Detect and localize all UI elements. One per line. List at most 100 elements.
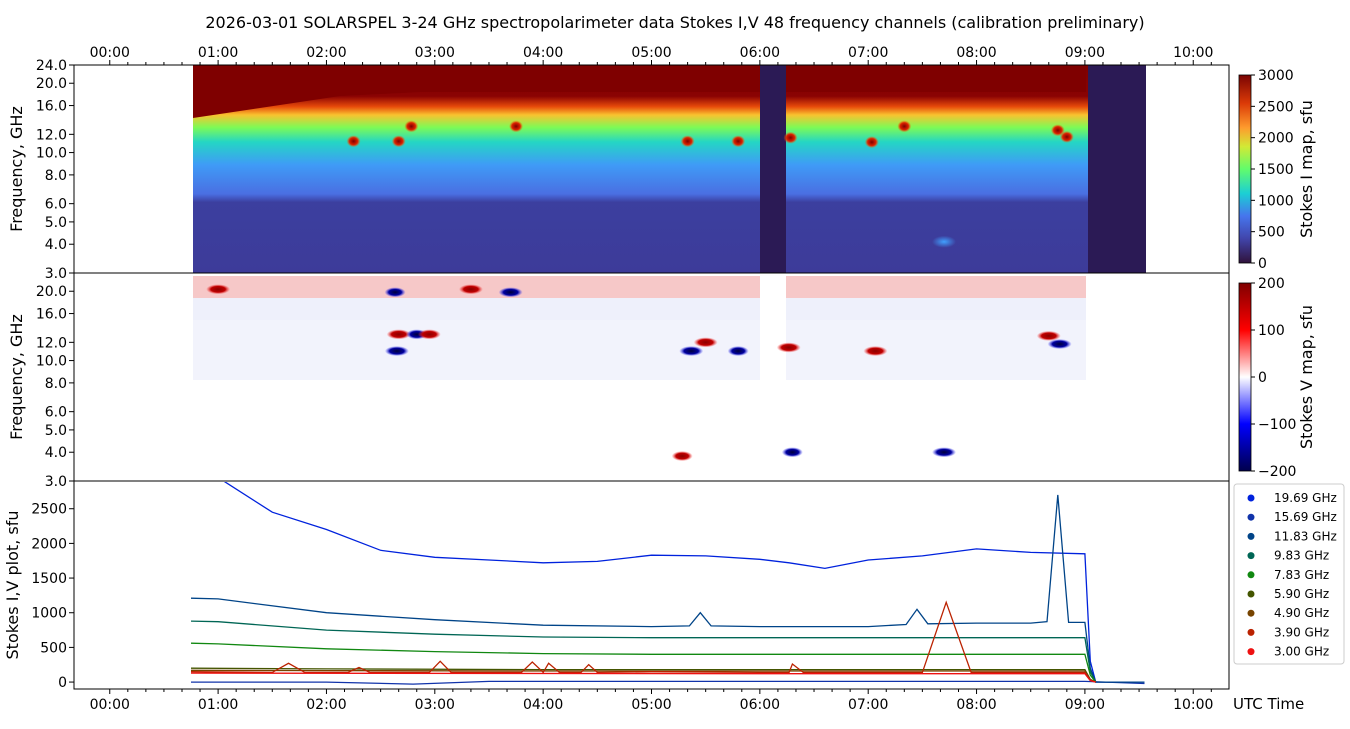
y-tick-label: 2000 xyxy=(31,536,67,552)
stokes-i-colorbar-label: Stokes I map, sfu xyxy=(1297,100,1316,238)
x-tick-label-top: 00:00 xyxy=(90,45,130,61)
y-tick-label: 4.0 xyxy=(45,237,67,253)
x-tick-label-bottom: 02:00 xyxy=(306,697,346,713)
stokes-v-spectrum-low xyxy=(193,320,1086,380)
stokes-v-burst xyxy=(417,329,441,340)
y-tick-label: 4.0 xyxy=(45,445,67,461)
legend-label: 5.90 GHz xyxy=(1274,587,1329,601)
stokes-i-burst xyxy=(346,135,361,148)
y-tick-label: 6.0 xyxy=(45,197,67,213)
colorbar-tick-label: 0 xyxy=(1258,370,1267,386)
x-tick-label-top: 01:00 xyxy=(198,45,238,61)
colorbar-tick-label: 100 xyxy=(1258,323,1285,339)
stokes-i-burst xyxy=(404,120,419,133)
stokes-v-spectrum-top xyxy=(193,276,1086,298)
stokes-i-colorbar: 0 500 1000 1500 2000 2500 3000 Stokes I map, s… xyxy=(1238,68,1316,272)
colorbar-tick-label: −100 xyxy=(1258,417,1296,433)
x-tick-label-bottom: 01:00 xyxy=(198,697,238,713)
x-tick-label-bottom: 00:00 xyxy=(90,697,130,713)
stokes-v-burst xyxy=(1047,339,1072,350)
x-tick-label-top: 02:00 xyxy=(306,45,346,61)
colorbar-tick-label: −200 xyxy=(1258,464,1296,480)
y-tick-label: 12.0 xyxy=(36,127,67,143)
stokes-v-burst xyxy=(693,337,718,348)
y-tick-label: 3.0 xyxy=(45,474,67,490)
legend-marker xyxy=(1247,609,1255,617)
stokes-v-burst xyxy=(671,451,693,462)
legend-label: 3.90 GHz xyxy=(1274,625,1329,639)
legend-marker xyxy=(1247,552,1255,560)
y-tick-label: 1500 xyxy=(31,571,67,587)
y-tick-label: 24.0 xyxy=(36,58,67,74)
colorbar-tick-label: 1000 xyxy=(1258,193,1294,209)
stokes-v-spectrum-mid xyxy=(193,298,1086,320)
y-tick-label: 16.0 xyxy=(36,99,67,115)
legend-label: 15.69 GHz xyxy=(1274,510,1337,524)
x-tick-label-top: 10:00 xyxy=(1173,45,1213,61)
stokes-i-panel: 3.0 4.0 5.0 6.0 8.0 10.0 12.0 16.0 20.0 24.0 Freq… xyxy=(7,58,1230,282)
stokes-v-colorbar-label: Stokes V map, sfu xyxy=(1297,305,1316,449)
colorbar-tick-label: 500 xyxy=(1258,225,1285,241)
x-tick-label-bottom: 06:00 xyxy=(740,697,780,713)
legend-marker xyxy=(1247,494,1255,502)
colorbar-tick-label: 0 xyxy=(1258,256,1267,272)
x-tick-label-top: 09:00 xyxy=(1065,45,1105,61)
stokes-i-spectrum xyxy=(193,65,1146,273)
legend-frame xyxy=(1233,483,1345,665)
y-tick-label: 10.0 xyxy=(36,354,67,370)
y-tick-label: 8.0 xyxy=(45,376,67,392)
stokes-v-burst xyxy=(458,284,483,295)
stokes-v-burst xyxy=(932,447,957,458)
legend-label: 19.69 GHz xyxy=(1274,491,1337,505)
legend-label: 11.83 GHz xyxy=(1274,529,1337,543)
stokes-i-band-edge xyxy=(193,65,1086,118)
legend-marker xyxy=(1247,628,1255,636)
legend-label: 7.83 GHz xyxy=(1274,568,1329,582)
stokes-v-burst xyxy=(727,346,749,357)
y-tick-label: 8.0 xyxy=(45,168,67,184)
x-tick-label-bottom: 10:00 xyxy=(1173,697,1213,713)
stokes-i-burst xyxy=(509,120,524,133)
stokes-v-colorbar: 200 100 0 −100 −200 Stokes V map, sfu xyxy=(1238,276,1316,480)
series-line xyxy=(191,680,1145,685)
legend-marker xyxy=(1247,513,1255,521)
colorbar-tick-label: 3000 xyxy=(1258,68,1294,84)
legend-marker xyxy=(1247,571,1255,579)
stokes-v-burst xyxy=(384,346,409,357)
stokes-i-after xyxy=(1088,65,1146,273)
stokes-v-burst xyxy=(1036,330,1061,341)
y-tick-label: 500 xyxy=(40,640,67,656)
stokes-v-burst xyxy=(781,447,803,458)
y-tick-label: 5.0 xyxy=(45,423,67,439)
stokes-i-colorbar-bar xyxy=(1238,74,1252,264)
stokes-i-burst xyxy=(783,131,798,144)
series-line xyxy=(190,642,1097,683)
colorbar-tick-label: 2500 xyxy=(1258,99,1294,115)
series-line xyxy=(190,600,1096,683)
stokes-i-burst xyxy=(864,136,879,149)
y-tick-label: 10.0 xyxy=(36,146,67,162)
stokes-v-gap xyxy=(760,273,786,481)
stokes-iv-plot-ylabel: Stokes I,V plot, sfu xyxy=(3,511,22,660)
stokes-i-burst xyxy=(731,135,746,148)
x-tick-label-top: 05:00 xyxy=(631,45,671,61)
y-tick-label: 3.0 xyxy=(45,266,67,282)
stokes-i-ylabel: Frequency, GHz xyxy=(7,106,26,232)
stokes-v-burst xyxy=(384,287,406,298)
stokes-v-burst xyxy=(863,346,888,357)
stokes-i-burst xyxy=(897,120,912,133)
y-tick-label: 20.0 xyxy=(36,284,67,300)
colorbar-tick-label: 2000 xyxy=(1258,131,1294,147)
stokes-i-gap xyxy=(760,65,786,273)
legend-label: 9.83 GHz xyxy=(1274,549,1329,563)
x-tick-label-top: 04:00 xyxy=(523,45,563,61)
x-tick-label-bottom: 07:00 xyxy=(848,697,888,713)
y-tick-label: 16.0 xyxy=(36,307,67,323)
y-tick-label: 2500 xyxy=(31,502,67,518)
x-tick-label-bottom: 09:00 xyxy=(1065,697,1105,713)
stokes-v-ylabel: Frequency, GHz xyxy=(7,314,26,440)
legend-label: 4.90 GHz xyxy=(1274,606,1329,620)
x-axis-label: UTC Time xyxy=(1233,695,1304,713)
y-tick-label: 1000 xyxy=(31,606,67,622)
